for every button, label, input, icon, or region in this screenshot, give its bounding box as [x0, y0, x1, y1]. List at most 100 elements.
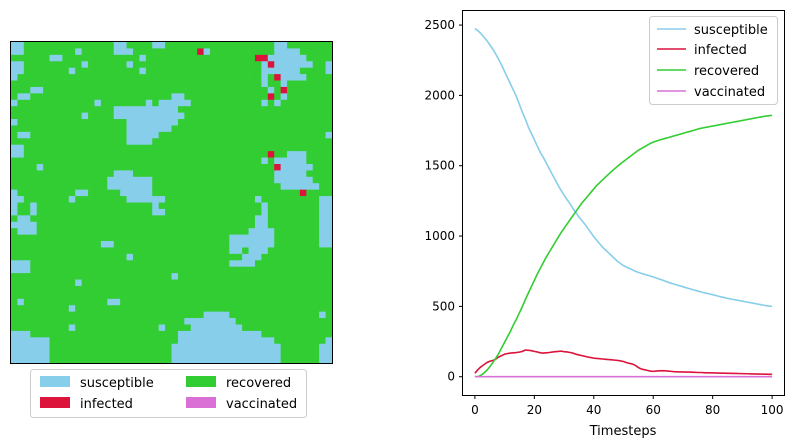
- grid-cell-recovered: [23, 305, 31, 312]
- grid-cell-recovered: [242, 93, 249, 101]
- grid-cell-recovered: [261, 279, 269, 287]
- grid-cell-recovered: [287, 356, 294, 364]
- grid-cell-recovered: [312, 247, 320, 255]
- grid-cell-recovered: [287, 318, 294, 325]
- grid-cell-recovered: [94, 273, 102, 280]
- grid-cell-recovered: [30, 330, 38, 338]
- grid-cell-recovered: [171, 163, 179, 171]
- grid-cell-recovered: [145, 228, 153, 235]
- grid-cell-recovered: [222, 93, 230, 101]
- grid-cell-susceptible: [261, 228, 269, 235]
- grid-cell-recovered: [145, 273, 153, 280]
- grid-cell-recovered: [132, 157, 140, 165]
- grid-cell-recovered: [88, 138, 95, 146]
- grid-cell-susceptible: [11, 196, 18, 203]
- grid-cell-recovered: [165, 260, 172, 268]
- grid-cell-recovered: [113, 260, 121, 268]
- grid-cell-recovered: [171, 138, 179, 146]
- grid-cell-recovered: [49, 42, 57, 49]
- grid-cell-recovered: [325, 163, 333, 171]
- grid-cell-recovered: [325, 285, 333, 293]
- grid-cell-recovered: [120, 144, 127, 152]
- grid-cell-recovered: [107, 292, 115, 300]
- grid-cell-recovered: [319, 330, 326, 338]
- grid-cell-recovered: [152, 163, 160, 171]
- grid-cell-susceptible: [248, 356, 256, 364]
- grid-cell-recovered: [68, 234, 76, 242]
- grid-cell-recovered: [49, 196, 57, 203]
- grid-cell-susceptible: [75, 189, 82, 197]
- grid-cell-recovered: [132, 93, 140, 101]
- grid-cell-recovered: [158, 138, 166, 146]
- grid-cell-recovered: [17, 273, 25, 280]
- grid-cell-recovered: [267, 330, 275, 338]
- grid-cell-recovered: [126, 350, 134, 357]
- grid-cell-susceptible: [293, 157, 301, 165]
- grid-cell-recovered: [107, 234, 115, 242]
- grid-cell-recovered: [254, 80, 262, 88]
- grid-cell-recovered: [293, 125, 301, 133]
- grid-cell-susceptible: [274, 99, 281, 107]
- grid-cell-susceptible: [152, 42, 160, 49]
- grid-cell-recovered: [203, 119, 211, 126]
- grid-cell-susceptible: [242, 241, 249, 248]
- grid-cell-susceptible: [210, 311, 217, 319]
- grid-cell-recovered: [49, 330, 57, 338]
- grid-cell-susceptible: [216, 343, 224, 351]
- grid-cell-recovered: [306, 125, 314, 133]
- grid-cell-recovered: [248, 67, 256, 75]
- grid-cell-recovered: [126, 298, 134, 306]
- grid-cell-recovered: [23, 279, 31, 287]
- grid-cell-recovered: [229, 151, 237, 158]
- grid-cell-recovered: [145, 86, 153, 94]
- grid-cell-susceptible: [216, 337, 224, 345]
- grid-cell-recovered: [248, 208, 256, 216]
- grid-cell-recovered: [171, 285, 179, 293]
- grid-cell-recovered: [222, 253, 230, 261]
- grid-cell-recovered: [55, 99, 63, 107]
- grid-cell-recovered: [36, 99, 44, 107]
- grid-cell-recovered: [171, 337, 179, 345]
- grid-cell-recovered: [158, 80, 166, 88]
- grid-cell-recovered: [184, 183, 192, 191]
- grid-cell-recovered: [319, 93, 326, 101]
- grid-cell-recovered: [17, 324, 25, 332]
- grid-cell-recovered: [197, 106, 204, 113]
- grid-cell-recovered: [267, 215, 275, 223]
- grid-cell-susceptible: [293, 170, 301, 178]
- grid-cell-recovered: [235, 163, 243, 171]
- grid-cell-recovered: [319, 54, 326, 62]
- grid-cell-recovered: [158, 356, 166, 364]
- grid-cell-recovered: [120, 311, 127, 319]
- grid-cell-recovered: [177, 144, 185, 152]
- grid-cell-recovered: [165, 228, 172, 235]
- grid-cell-recovered: [165, 48, 172, 56]
- grid-cell-susceptible: [81, 61, 89, 69]
- grid-cell-recovered: [184, 86, 192, 94]
- grid-cell-recovered: [229, 74, 237, 81]
- grid-legend: susceptible infected recovered vaccinate…: [30, 369, 307, 418]
- grid-cell-recovered: [287, 208, 294, 216]
- grid-cell-recovered: [165, 247, 172, 255]
- grid-cell-recovered: [254, 279, 262, 287]
- grid-cell-recovered: [171, 61, 179, 69]
- legend-label-vaccinated: vaccinated: [226, 397, 297, 412]
- grid-cell-susceptible: [145, 196, 153, 203]
- grid-cell-recovered: [75, 253, 82, 261]
- grid-cell-recovered: [107, 337, 115, 345]
- grid-cell-recovered: [165, 189, 172, 197]
- grid-cell-recovered: [299, 86, 307, 94]
- grid-cell-recovered: [17, 247, 25, 255]
- grid-cell-recovered: [49, 273, 57, 280]
- grid-cell-recovered: [222, 241, 230, 248]
- grid-cell-recovered: [325, 279, 333, 287]
- grid-cell-susceptible: [248, 247, 256, 255]
- grid-cell-recovered: [94, 119, 102, 126]
- grid-cell-recovered: [216, 241, 224, 248]
- grid-cell-recovered: [280, 131, 288, 139]
- grid-cell-recovered: [274, 241, 281, 248]
- grid-cell-recovered: [23, 183, 31, 191]
- grid-cell-recovered: [100, 61, 108, 69]
- grid-cell-recovered: [229, 125, 237, 133]
- grid-cell-susceptible: [158, 196, 166, 203]
